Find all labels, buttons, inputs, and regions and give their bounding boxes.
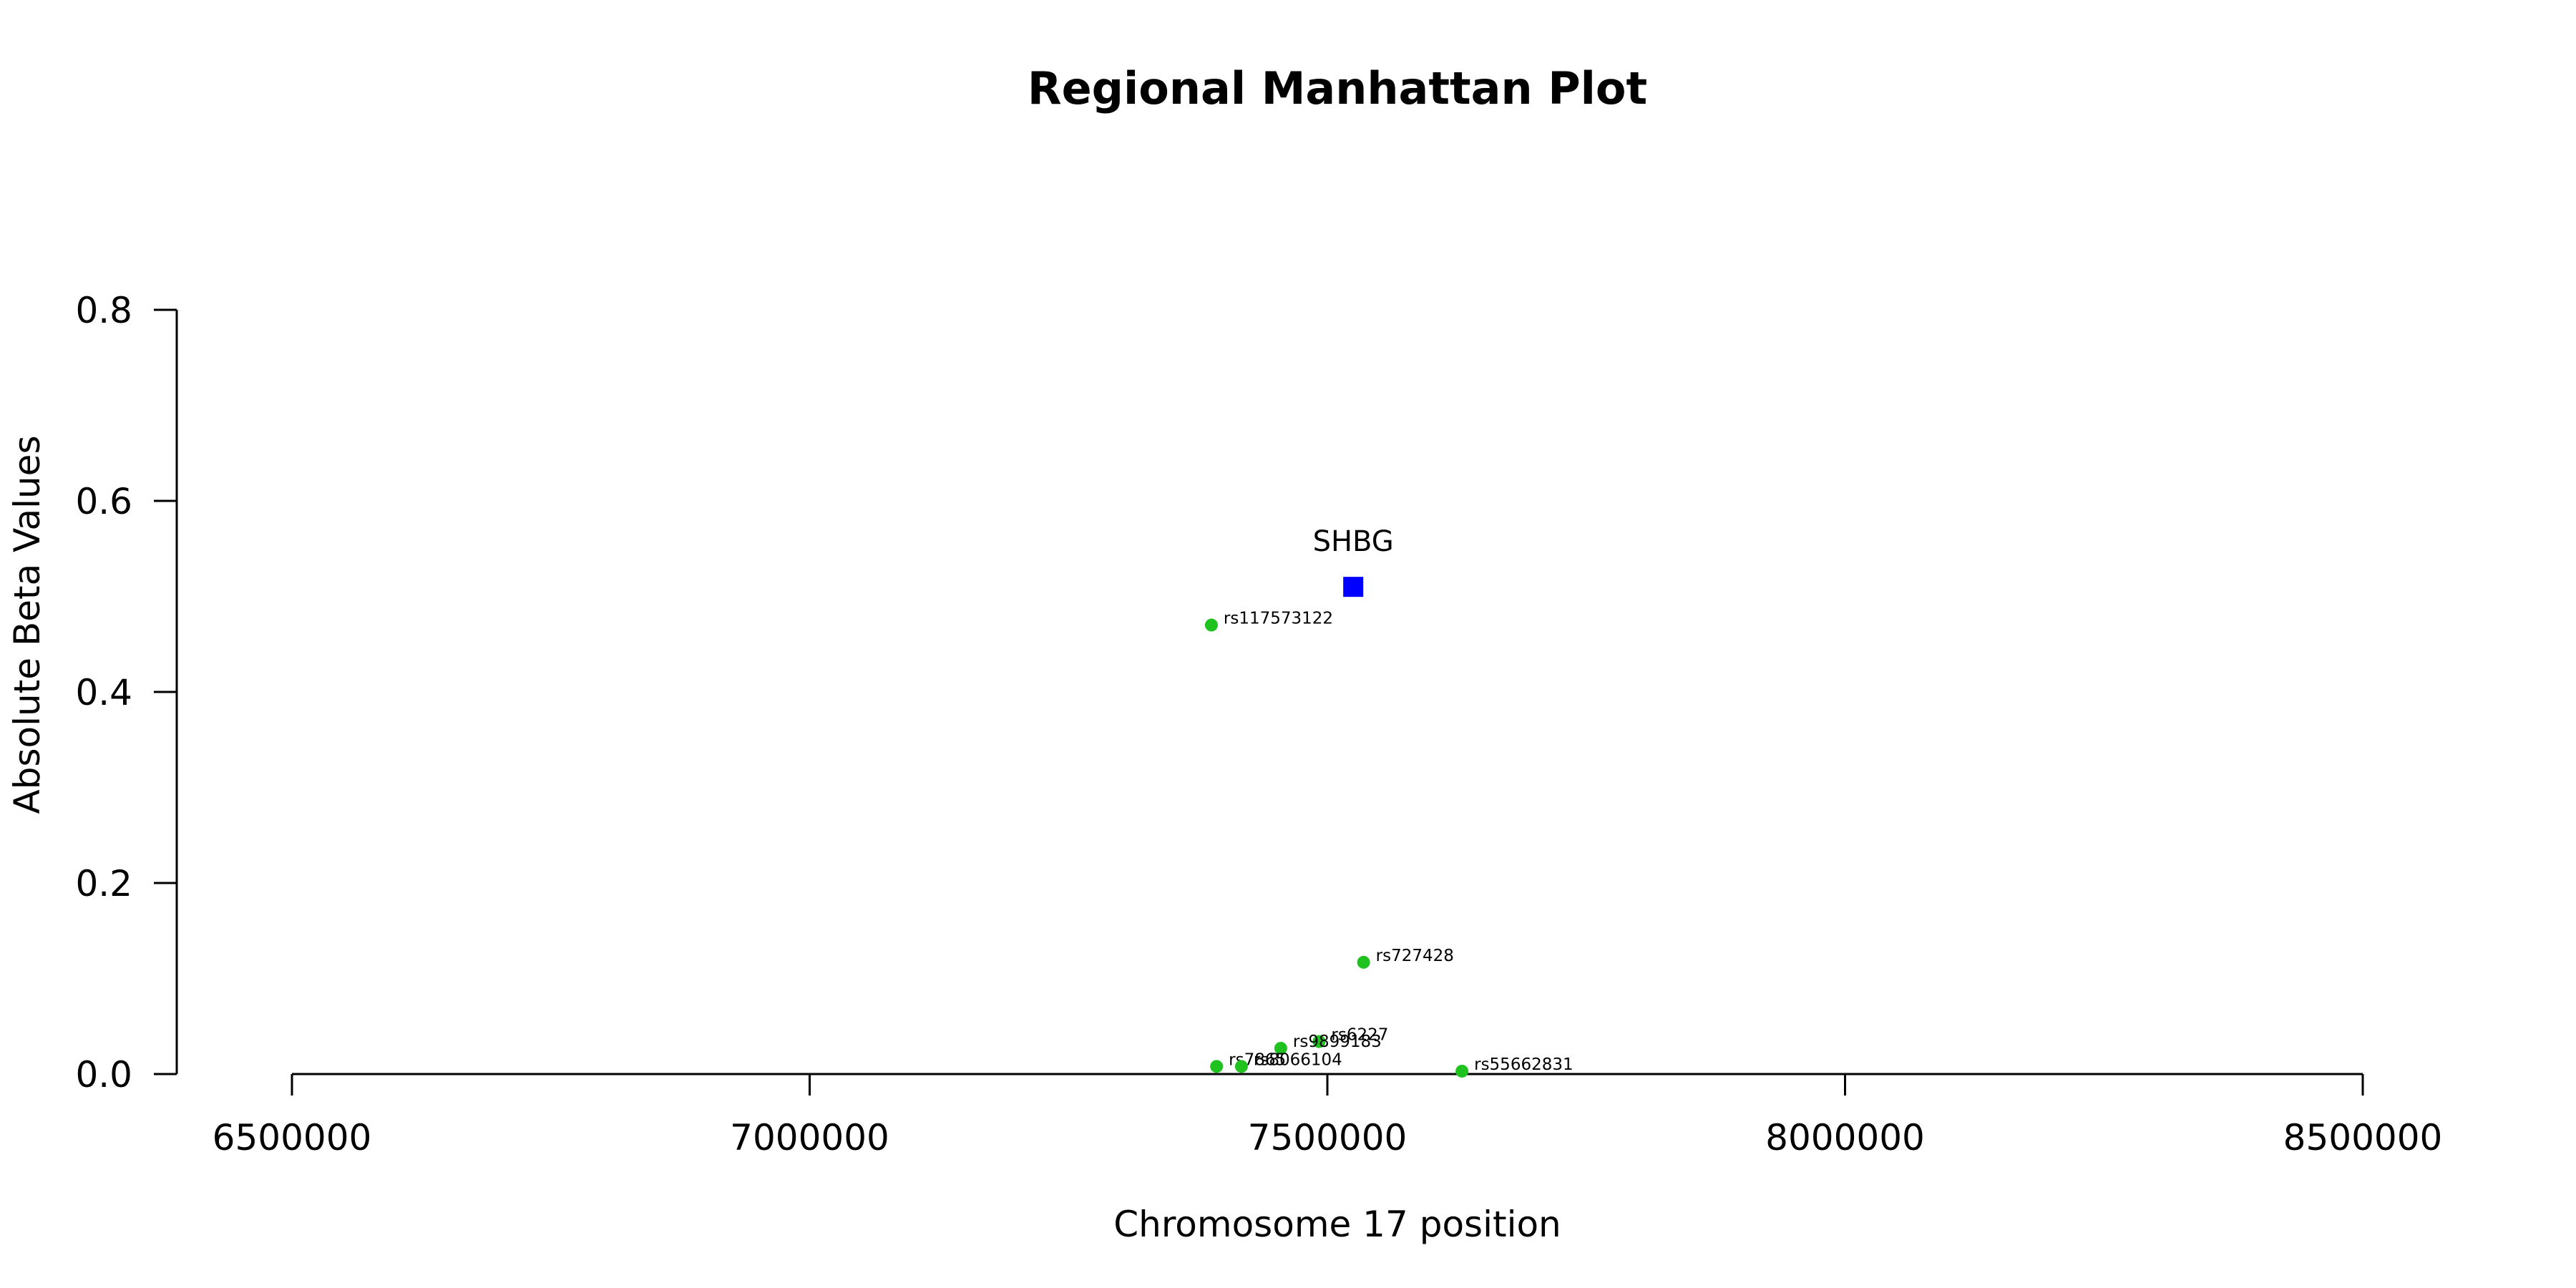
snp-point <box>1210 1060 1224 1073</box>
snp-label: rs55662831 <box>1474 1055 1574 1074</box>
y-tick-label: 0.2 <box>75 863 132 904</box>
snp-point <box>1312 1035 1326 1048</box>
data-points: SHBGrs117573122rs727428rs6227rs9899183rs… <box>1204 525 1574 1078</box>
snp-point <box>1455 1064 1469 1078</box>
snp-point <box>1357 955 1370 969</box>
y-axis-label: Absolute Beta Values <box>6 436 48 814</box>
y-tick-label: 0.8 <box>75 290 132 331</box>
gene-marker <box>1343 577 1364 597</box>
x-tick-label: 8500000 <box>2283 1117 2443 1158</box>
x-tick-label: 8000000 <box>1765 1117 1925 1158</box>
x-tick-label: 7000000 <box>730 1117 889 1158</box>
snp-point <box>1274 1041 1287 1055</box>
axes: 0.0 0.2 0.4 0.6 0.8 6500000 7000000 7500000 8000… <box>75 290 2442 1158</box>
snp-point <box>1204 618 1218 632</box>
y-tick-label: 0.6 <box>75 481 132 522</box>
snp-label: rs9899183 <box>1293 1033 1382 1051</box>
chart-title: Regional Manhattan Plot <box>1028 62 1647 114</box>
gene-label: SHBG <box>1313 525 1394 558</box>
y-tick-label: 0.4 <box>75 672 132 713</box>
snp-label: rs8066104 <box>1254 1050 1342 1069</box>
snp-label: rs6227 <box>1331 1026 1388 1045</box>
x-tick-label: 6500000 <box>213 1117 372 1158</box>
y-tick-label: 0.0 <box>75 1054 132 1096</box>
snp-label: rs727428 <box>1376 947 1454 965</box>
snp-point <box>1234 1060 1248 1073</box>
snp-label: rs117573122 <box>1224 610 1333 628</box>
x-axis-label: Chromosome 17 position <box>1113 1204 1561 1245</box>
x-tick-label: 7500000 <box>1248 1117 1407 1158</box>
